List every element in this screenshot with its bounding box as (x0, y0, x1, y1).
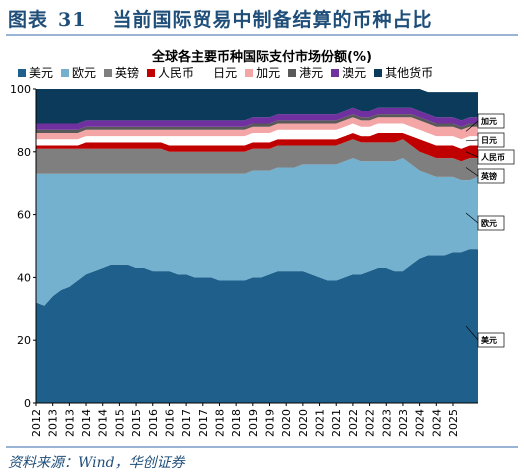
legend-label: 其他货币 (385, 66, 434, 80)
x-tick-label: 2024 (414, 409, 427, 437)
x-tick-label: 2017 (180, 409, 193, 437)
legend-label: 欧元 (72, 66, 97, 80)
x-tick-label: 2018 (230, 409, 243, 437)
annotation-label: 日元 (481, 136, 497, 145)
legend-item: 日元 (202, 64, 237, 81)
legend-swatch (104, 69, 113, 77)
y-tick-label: 20 (17, 334, 31, 347)
annotation-leader (465, 139, 479, 142)
legend-item: 加元 (245, 64, 280, 81)
legend-item: 英镑 (104, 64, 139, 81)
x-tick-label: 2018 (213, 409, 226, 437)
legend-item: 美元 (18, 64, 53, 81)
area-欧元 (36, 158, 478, 306)
legend-swatch (61, 69, 70, 77)
annotation-leader (465, 151, 479, 158)
top-rule (6, 34, 518, 36)
legend-swatch (18, 69, 26, 77)
x-tick-label: 2022 (347, 409, 360, 437)
annotation-label: 英镑 (480, 171, 497, 181)
x-tick-label: 2019 (247, 409, 260, 437)
y-tick-label: 100 (10, 83, 31, 96)
x-tick-label: 2016 (163, 409, 176, 437)
annotation-label: 人民币 (481, 152, 505, 162)
area-美元 (36, 249, 478, 403)
chart-title: 全球各主要币种国际支付市场份额(%) (152, 50, 372, 65)
area-日元 (36, 123, 478, 149)
legend-item: 人民币 (147, 64, 194, 81)
x-tick-label: 2021 (314, 409, 327, 437)
x-tick-label: 2021 (330, 409, 343, 437)
legend-label: 加元 (256, 66, 281, 80)
x-tick-label: 2015 (130, 409, 143, 437)
annotation-box (477, 168, 505, 184)
legend-swatch (245, 69, 254, 77)
area-港元 (36, 114, 478, 133)
x-tick-label: 2019 (264, 409, 277, 437)
annotation-box (477, 132, 505, 148)
x-tick-label: 2020 (297, 409, 310, 437)
legend-label: 美元 (29, 66, 54, 80)
x-tick-label: 2014 (80, 409, 93, 437)
area-加元 (36, 117, 478, 140)
x-tick-label: 2023 (397, 409, 410, 437)
x-tick-label: 2017 (197, 409, 210, 437)
figure-number: 31 (58, 9, 87, 31)
x-tick-label: 2013 (63, 409, 76, 437)
area-人民币 (36, 133, 478, 162)
annotation-leader (465, 212, 479, 224)
area-其他货币 (36, 89, 478, 124)
legend-item: 港元 (288, 64, 323, 81)
legend-swatch (288, 69, 297, 77)
legend-label: 澳元 (342, 66, 367, 80)
annotation-box (477, 113, 505, 129)
x-tick-label: 2015 (113, 409, 126, 437)
x-tick-label: 2012 (30, 409, 43, 437)
y-tick-label: 80 (17, 146, 31, 159)
figure-title: 图表 31 当前国际贸易中制备结算的币种占比 (8, 5, 432, 32)
legend-label: 港元 (299, 66, 324, 80)
x-tick-label: 2016 (147, 409, 160, 437)
legend-swatch (202, 69, 211, 77)
bottom-rule (6, 446, 518, 448)
x-tick-label: 2022 (364, 409, 377, 437)
legend-label: 英镑 (115, 66, 140, 80)
legend-label: 日元 (213, 66, 238, 80)
annotation-label: 美元 (481, 335, 497, 345)
annotation-leader (465, 325, 479, 341)
y-tick-label: 0 (24, 397, 31, 410)
legend-swatch (374, 69, 383, 77)
legend-label: 人民币 (158, 66, 195, 80)
annotation-leader (465, 167, 479, 177)
legend-item: 欧元 (61, 64, 96, 81)
annotation-leader (465, 120, 479, 132)
x-tick-label: 2013 (47, 409, 60, 437)
annotation-label: 欧元 (481, 218, 497, 228)
legend-item: 其他货币 (374, 64, 433, 81)
x-tick-label: 2014 (97, 409, 110, 437)
y-tick-label: 40 (17, 271, 31, 284)
y-tick-label: 60 (17, 209, 31, 222)
area-澳元 (36, 107, 478, 130)
source-note: 资料来源：Wind，华创证券 (8, 455, 185, 471)
legend-item: 澳元 (331, 64, 366, 81)
annotation-box (477, 215, 505, 231)
annotation-box (477, 149, 515, 165)
legend-swatch (147, 69, 156, 77)
x-tick-label: 2020 (280, 409, 293, 437)
annotation-label: 加元 (480, 116, 497, 126)
annotation-box (477, 332, 505, 348)
figure-label: 图表 (8, 9, 49, 31)
legend-swatch (331, 69, 340, 77)
area-英镑 (36, 139, 478, 181)
x-tick-label: 2024 (430, 409, 443, 437)
x-tick-label: 2023 (380, 409, 393, 437)
x-tick-label: 2025 (447, 409, 460, 437)
legend: 美元 欧元 英镑 人民币 日元 加元 港元 澳元 其他货币 (18, 64, 441, 81)
figure-title-text: 当前国际贸易中制备结算的币种占比 (112, 9, 433, 31)
